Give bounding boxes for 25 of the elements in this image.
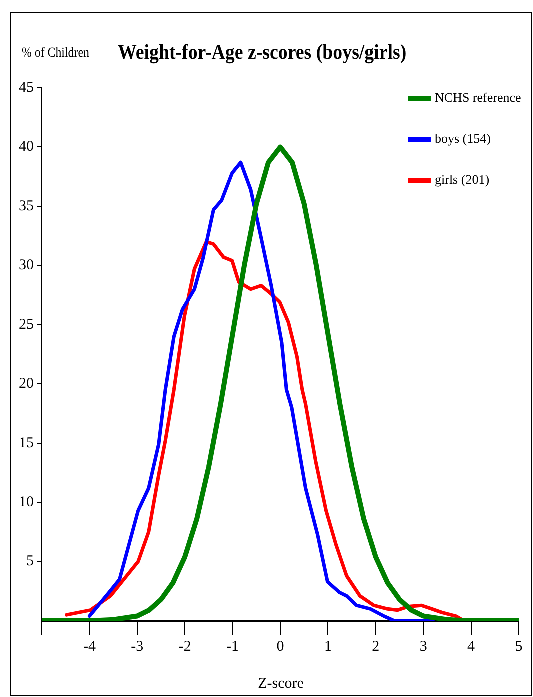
chart-title: Weight-for-Age z-scores (boys/girls) xyxy=(118,40,407,65)
x-tick-label: 1 xyxy=(324,638,332,655)
x-tick-label: 2 xyxy=(372,638,380,655)
legend-label: boys (154) xyxy=(435,131,491,147)
y-tick-label: 45 xyxy=(19,80,34,96)
y-tick-label: 35 xyxy=(19,198,34,214)
y-tick-label: 5 xyxy=(26,554,34,570)
y-tick-label: 10 xyxy=(19,494,34,510)
x-tick-label: 5 xyxy=(515,638,523,655)
x-tick-label: 0 xyxy=(276,638,284,655)
y-tick-label: 30 xyxy=(19,258,34,274)
x-tick-label: -4 xyxy=(83,638,96,655)
y-tick-label: 25 xyxy=(19,316,34,333)
x-tick-label: -1 xyxy=(226,638,240,655)
x-tick-label: 3 xyxy=(420,638,428,655)
x-tick-label: -3 xyxy=(131,638,144,655)
legend-label: NCHS reference xyxy=(435,90,522,106)
x-tick-label: 4 xyxy=(468,638,476,655)
y-tick-label: 15 xyxy=(19,435,34,452)
y-tick-label: 40 xyxy=(19,139,34,156)
legend-label: girls (201) xyxy=(435,172,490,188)
y-tick-label: 20 xyxy=(19,376,34,392)
y-axis-title: % of Children xyxy=(22,46,90,62)
x-axis-title: Z-score xyxy=(257,676,305,693)
x-tick-label: -2 xyxy=(178,638,192,655)
